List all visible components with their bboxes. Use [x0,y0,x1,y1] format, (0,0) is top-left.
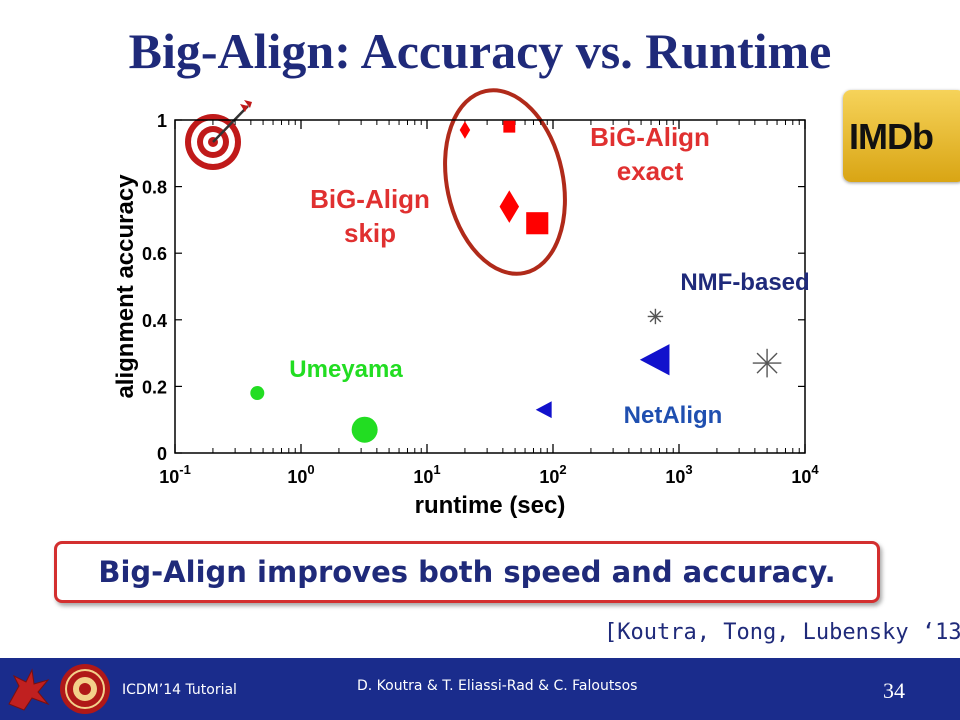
x-tick-label: 101 [413,462,440,487]
scatter-chart: 0 0.2 0.4 0.6 0.8 1 10-1 100 101 102 103 104 runtime… [112,88,819,519]
y-tick-label: 0.8 [142,178,167,198]
imdb-logo-text: IMDb [849,116,934,157]
annotation-big-align-skip: BiG-Align [310,184,430,214]
page-number: 34 [883,678,905,703]
slide-title: Big-Align: Accuracy vs. Runtime [128,23,832,79]
y-axis-label: alignment accuracy [112,174,139,399]
target-icon [185,100,252,170]
nmf-based-point [752,348,782,378]
big-align-skip-point [499,190,520,223]
university-seal-icon [60,664,110,714]
x-tick-label: 100 [287,462,314,487]
footer-bar: ICDM’14 Tutorial D. Koutra & T. Eliassi-… [0,658,960,720]
footer-left: ICDM’14 Tutorial [122,682,237,698]
nmf-based-point [647,308,664,325]
y-tick-label: 1 [157,111,167,131]
y-tick-label: 0.4 [142,311,167,331]
netalign-point [639,344,670,376]
x-tick-label: 104 [791,462,819,487]
y-tick-label: 0 [157,444,167,464]
x-tick-label: 102 [539,462,566,487]
umeyama-point [250,386,265,401]
highlight-oval [443,88,567,276]
umeyama-point [351,416,378,443]
annotation-big-align-exact: exact [617,156,684,186]
x-tick-label: 103 [665,462,692,487]
x-axis-label: runtime (sec) [415,492,566,519]
annotation-big-align-exact: BiG-Align [590,122,710,152]
dragon-logo-icon [8,668,50,711]
big-align-skip-point [459,121,471,139]
big-align-exact-point [526,212,549,235]
y-tick-label: 0.2 [142,377,167,397]
annotation-netalign: NetAlign [624,402,723,429]
annotation-big-align-skip: skip [344,218,396,248]
footer-center: D. Koutra & T. Eliassi-Rad & C. Faloutso… [357,678,638,694]
summary-box: Big-Align improves both speed and accura… [54,541,880,603]
netalign-point [535,401,552,419]
annotation-nmf-based: NMF-based [680,269,809,296]
plot-frame [174,119,806,454]
citation: [Koutra, Tong, Lubensky ‘13] [604,620,960,645]
imdb-logo: IMDb [843,90,960,182]
big-align-exact-point [503,120,516,133]
x-tick-label: 10-1 [159,462,191,487]
annotation-umeyama: Umeyama [289,356,403,383]
y-tick-label: 0.6 [142,244,167,264]
